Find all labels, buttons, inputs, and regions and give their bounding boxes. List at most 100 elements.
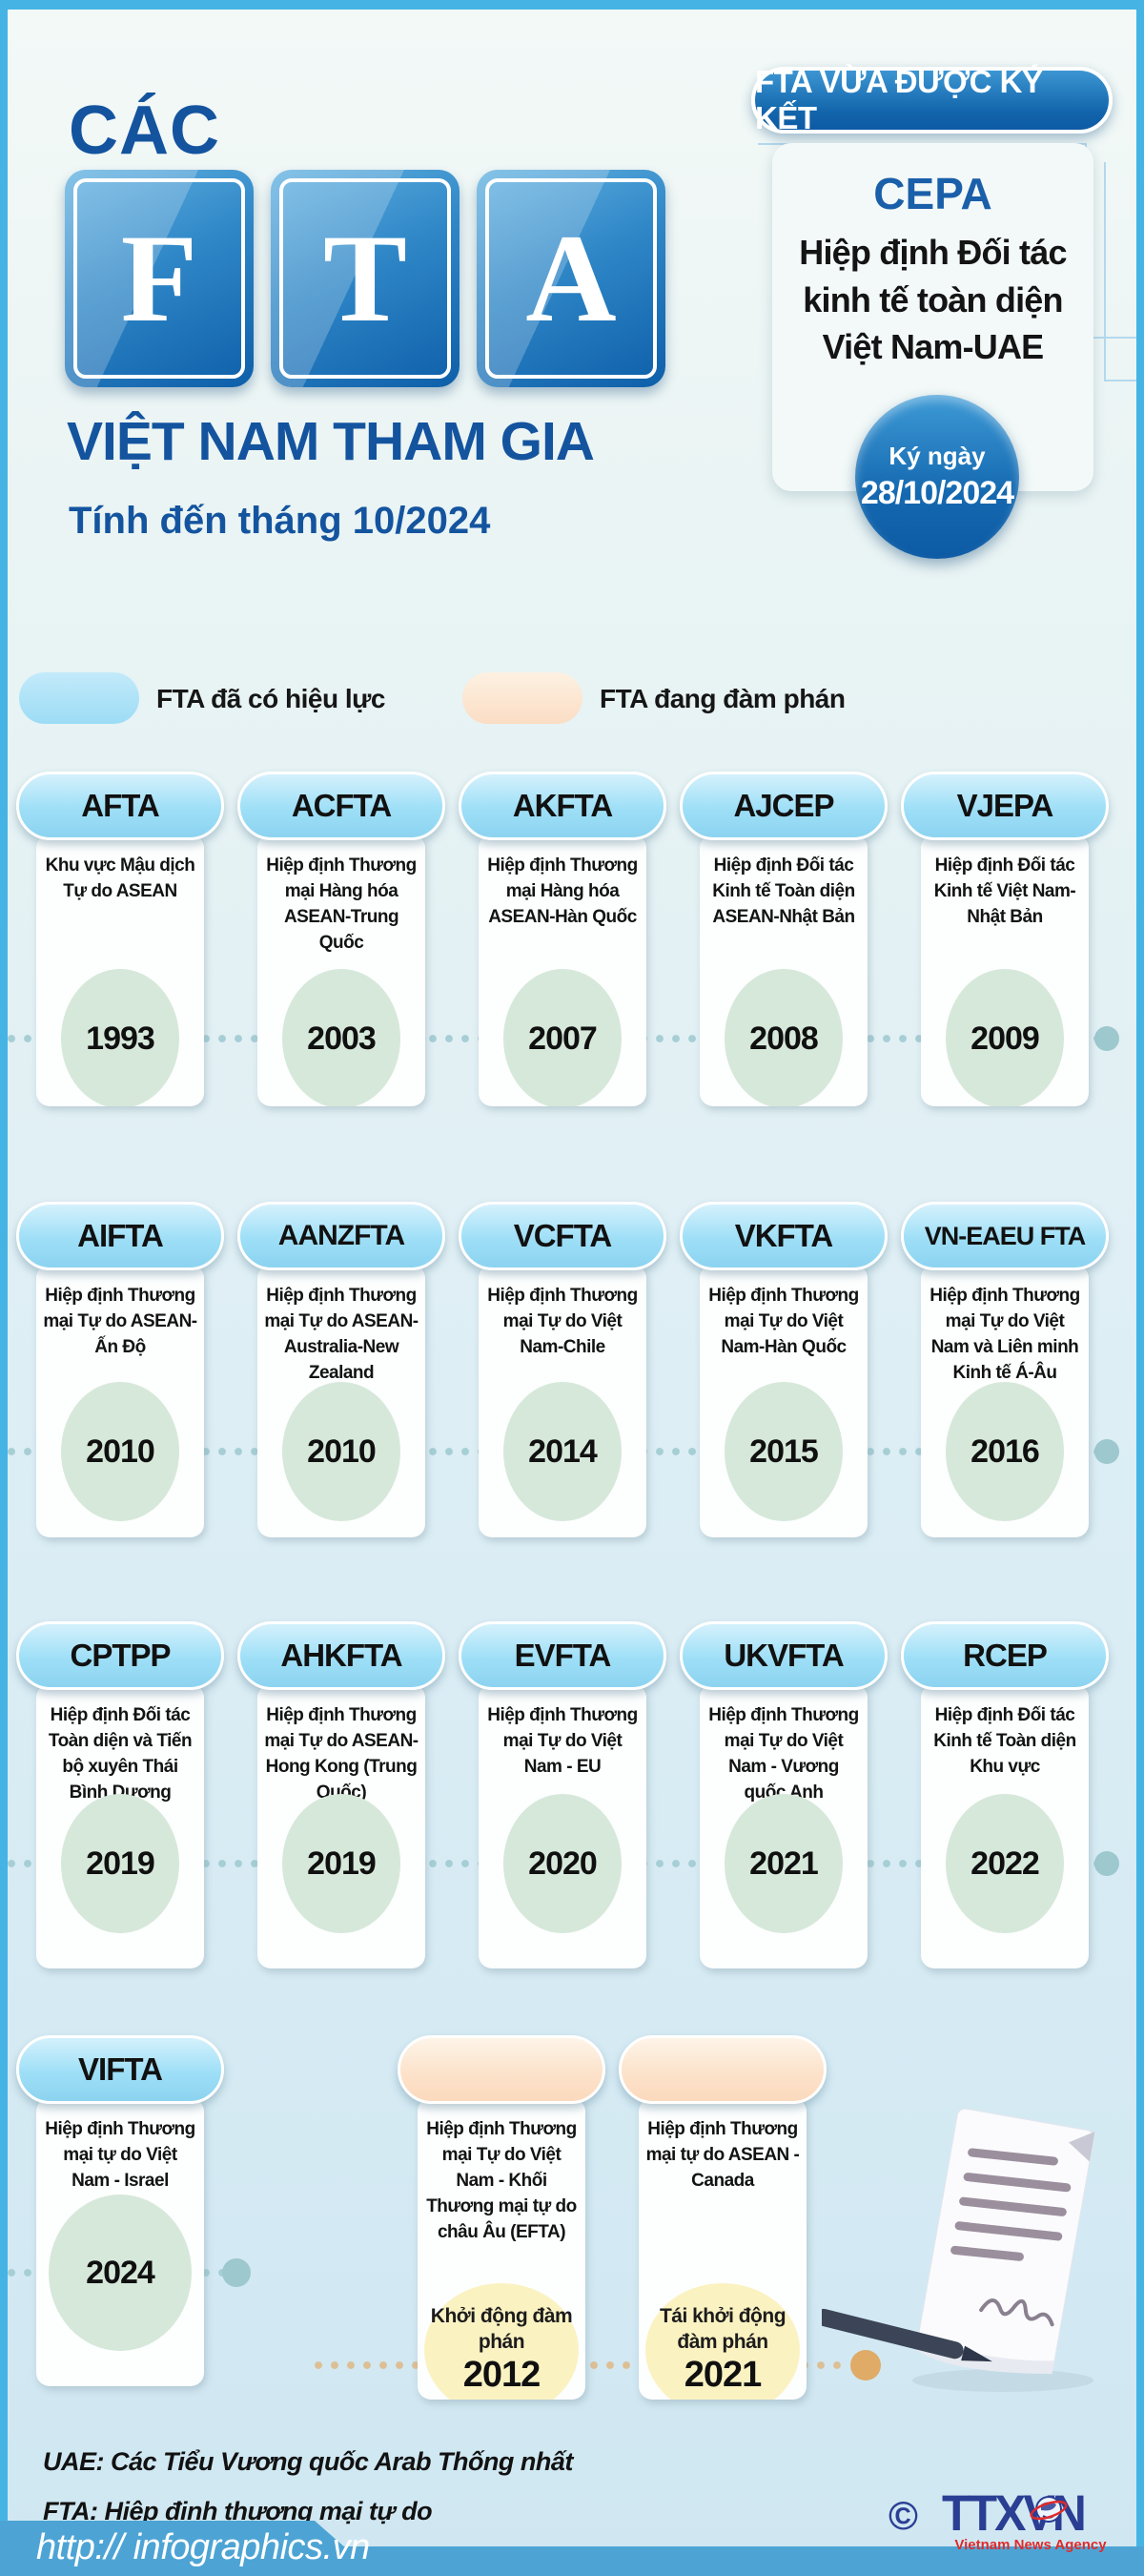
fta-year: 2015 — [749, 1432, 819, 1470]
fta-card-body: Hiệp định Đối tác Kinh tế Toàn diện Khu … — [921, 1684, 1089, 1968]
signed-fta-banner-label: FTA VỪA ĐƯỢC KÝ KẾT — [755, 64, 1043, 135]
year-badge: 2024 — [49, 2195, 192, 2351]
fta-tile-frame: A — [485, 178, 657, 379]
fta-card-header: VJEPA — [901, 772, 1109, 840]
fta-year: 2007 — [528, 1020, 598, 1057]
fta-code: AANZFTA — [277, 1220, 405, 1251]
year-badge: 2007 — [503, 969, 622, 1106]
timeline-end-dot — [222, 2258, 251, 2287]
negotiation-year: 2012 — [462, 2354, 541, 2395]
fta-letter: A — [525, 208, 617, 348]
fta-code: AIFTA — [77, 1218, 164, 1253]
fta-card-header: AKFTA — [459, 772, 666, 840]
url-tab — [0, 2521, 378, 2576]
fta-code: EVFTA — [514, 1638, 612, 1673]
fta-card-body: Hiệp định Thương mại Tự do Việt Nam - EU… — [479, 1684, 646, 1968]
fta-description: Hiệp định Đối tác Toàn diện và Tiến bộ x… — [48, 1705, 193, 1803]
fta-card-header: EVFTA — [459, 1621, 666, 1690]
fta-card-body: Hiệp định Thương mại Tự do Việt Nam - Kh… — [418, 2098, 585, 2400]
fta-year: 2021 — [749, 1844, 819, 1882]
logo-subtitle: Vietnam News Agency — [954, 2537, 1107, 2553]
fta-card-body: Hiệp định Thương mại Tự do ASEAN-Ấn Độ 2… — [36, 1265, 204, 1537]
timeline-end-dot-tan — [850, 2350, 881, 2380]
fta-description: Khu vực Mậu dịch Tự do ASEAN — [45, 855, 195, 901]
fta-code: AFTA — [81, 788, 160, 823]
fta-code: CPTPP — [70, 1638, 171, 1673]
fta-card-body: Hiệp định Đối tác Kinh tế Toàn diện ASEA… — [700, 835, 868, 1106]
fta-letter: T — [322, 208, 408, 348]
fta-description: Hiệp định Thương mại Tự do Việt Nam - Vư… — [708, 1705, 859, 1803]
fta-year: 2016 — [970, 1432, 1040, 1470]
fta-code: VKFTA — [734, 1218, 834, 1253]
legend-label-in-effect: FTA đã có hiệu lực — [156, 684, 385, 713]
fta-card-body: Hiệp định Đối tác Toàn diện và Tiến bộ x… — [36, 1684, 204, 1968]
ttxvn-logo: © TTXVN Vietnam News Agency — [889, 2485, 1127, 2554]
fta-description: Hiệp định Đối tác Kinh tế Toàn diện Khu … — [933, 1705, 1076, 1777]
fta-card-header: CPTPP — [16, 1621, 224, 1690]
sign-date-badge: Ký ngày 28/10/2024 — [855, 395, 1019, 559]
url-link[interactable]: http:// infographics.vn — [36, 2527, 370, 2567]
year-badge: 2003 — [282, 969, 400, 1106]
signed-fta-code: CEPA — [873, 169, 992, 218]
fta-code: AHKFTA — [280, 1638, 402, 1673]
fta-description: Hiệp định Thương mại tự do ASEAN - Canad… — [645, 2119, 800, 2191]
year-badge: 2008 — [725, 969, 843, 1106]
fta-tile-frame: F — [73, 178, 245, 379]
fta-card-body: Hiệp định Thương mại Tự do ASEAN-Austral… — [257, 1265, 425, 1537]
sign-date-value: 28/10/2024 — [860, 475, 1014, 511]
fta-card-header: VIFTA — [16, 2035, 224, 2104]
fta-card-body: Hiệp định Thương mại tự do Việt Nam - Is… — [36, 2098, 204, 2386]
fta-description: Hiệp định Thương mại Hàng hóa ASEAN-Hàn … — [487, 855, 638, 927]
signed-fta-panel: CEPA Hiệp định Đối tác kinh tế toàn diện… — [772, 143, 1093, 491]
fta-description: Hiệp định Thương mại Tự do ASEAN-Austral… — [264, 1286, 419, 1383]
page-subtitle: Tính đến tháng 10/2024 — [69, 500, 491, 542]
fta-year: 2008 — [749, 1020, 819, 1057]
year-badge: 2021 — [725, 1794, 843, 1933]
signed-fta-name: Hiệp định Đối tác kinh tế toàn diện Việt… — [799, 233, 1067, 367]
fta-card-header: AFTA — [16, 772, 224, 840]
fta-year: 2024 — [86, 2254, 155, 2291]
fta-code: ACFTA — [291, 788, 392, 823]
fta-card-header: AANZFTA — [237, 1202, 445, 1270]
fta-code: VIFTA — [78, 2051, 163, 2087]
footnote-uae: UAE: Các Tiểu Vương quốc Arab Thống nhất — [43, 2447, 573, 2476]
globe-icon — [1030, 2496, 1068, 2523]
fta-logo-tiles: F T A — [65, 170, 665, 387]
fta-code: AKFTA — [512, 788, 613, 823]
fta-year: 2009 — [970, 1020, 1040, 1057]
fta-card-header: UKVFTA — [680, 1621, 888, 1690]
year-badge: 2022 — [946, 1794, 1064, 1933]
fta-year: 2019 — [307, 1844, 377, 1882]
timeline-end-dot — [1094, 1851, 1119, 1876]
decorative-line — [1104, 162, 1106, 380]
year-badge: 2009 — [946, 969, 1064, 1106]
fta-tile-frame: T — [279, 178, 451, 379]
fta-letter: F — [120, 208, 198, 348]
fta-year: 2014 — [528, 1432, 598, 1470]
year-badge: 2010 — [61, 1382, 179, 1521]
negotiation-badge: Tái khởi động đàm phán 2021 — [645, 2283, 800, 2400]
fta-description: Hiệp định Thương mại Hàng hóa ASEAN-Trun… — [266, 855, 417, 953]
fta-card-body: Hiệp định Thương mại Tự do Việt Nam-Hàn … — [700, 1265, 868, 1537]
fta-tile-a: A — [477, 170, 665, 387]
year-badge: 2014 — [503, 1382, 622, 1521]
fta-code: UKVFTA — [724, 1638, 844, 1673]
fta-code: VN-EAEU FTA — [924, 1221, 1086, 1250]
kicker-text: CÁC — [69, 93, 220, 169]
timeline-end-dot — [1094, 1439, 1119, 1464]
legend-swatch-in-effect — [19, 672, 139, 724]
negotiation-badge: Khởi động đàm phán 2012 — [424, 2283, 579, 2400]
legend-swatch-negotiating — [462, 672, 582, 724]
fta-description: Hiệp định Thương mại Tự do Việt Nam - Kh… — [426, 2119, 577, 2242]
fta-code: VCFTA — [513, 1218, 613, 1253]
year-badge: 2019 — [282, 1794, 400, 1933]
fta-code: VJEPA — [956, 788, 1054, 823]
year-badge: 2019 — [61, 1794, 179, 1933]
year-badge: 2015 — [725, 1382, 843, 1521]
fta-year: 2003 — [307, 1020, 377, 1057]
fta-description: Hiệp định Thương mại tự do Việt Nam - Is… — [45, 2119, 195, 2191]
fta-year: 2022 — [970, 1844, 1040, 1882]
legend-label-negotiating: FTA đang đàm phán — [600, 684, 846, 713]
fta-card-body: Hiệp định Thương mại Hàng hóa ASEAN-Hàn … — [479, 835, 646, 1106]
